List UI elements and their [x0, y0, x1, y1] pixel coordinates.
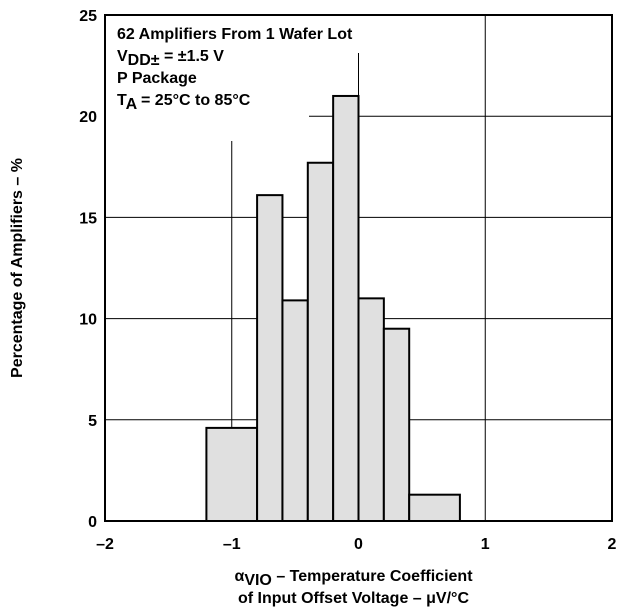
annotation: 62 Amplifiers From 1 Wafer Lot [117, 26, 353, 43]
y-tick-label: 20 [79, 109, 97, 126]
y-axis-label: Percentage of Amplifiers – % [9, 158, 26, 378]
annotation: VDD± = ±1.5 V [117, 48, 224, 69]
bar [281, 299, 309, 522]
y-tick-label: 10 [79, 312, 97, 329]
annotation-backing [106, 53, 309, 141]
y-tick-label: 5 [88, 413, 97, 430]
bar [306, 161, 335, 522]
x-tick-label: –2 [96, 536, 114, 553]
annotation: TA = 25°C to 85°C [117, 92, 251, 113]
bar [256, 194, 284, 523]
x-tick-label: 0 [354, 536, 363, 553]
bar [382, 327, 411, 522]
annotation-part: = 25°C to 85°C [137, 92, 251, 109]
annotation-part: DD± [128, 52, 160, 69]
y-tick-label: 25 [79, 8, 97, 25]
x-axis-label-part: α [234, 568, 244, 585]
annotation-part: 62 Amplifiers From 1 Wafer Lot [117, 26, 353, 43]
annotation-part: A [126, 96, 138, 113]
y-tick-label: 15 [79, 210, 97, 227]
annotation: P Package [117, 70, 197, 87]
x-axis-label-part: VIO [244, 572, 272, 589]
x-tick-label: –1 [223, 536, 241, 553]
bar [332, 94, 360, 523]
bar [357, 297, 385, 522]
plot-frame [104, 14, 613, 522]
x-tick-label: 1 [481, 536, 490, 553]
x-axis-label: of Input Offset Voltage – μV/°C [238, 590, 469, 607]
x-axis-label-part: of Input Offset Voltage – μV/°C [238, 590, 469, 607]
annotation-part: P Package [117, 70, 197, 87]
annotation-part: = ±1.5 V [160, 48, 225, 65]
annotation-backing [106, 16, 471, 53]
bar [408, 493, 461, 522]
x-axis-label: αVIO – Temperature Coefficient [234, 568, 473, 589]
annotation-part: V [117, 48, 128, 65]
x-axis-label-part: – Temperature Coefficient [272, 568, 473, 585]
y-tick-label: 0 [88, 514, 97, 531]
annotation-part: T [117, 92, 127, 109]
x-tick-label: 2 [608, 536, 617, 553]
bar [205, 426, 259, 522]
